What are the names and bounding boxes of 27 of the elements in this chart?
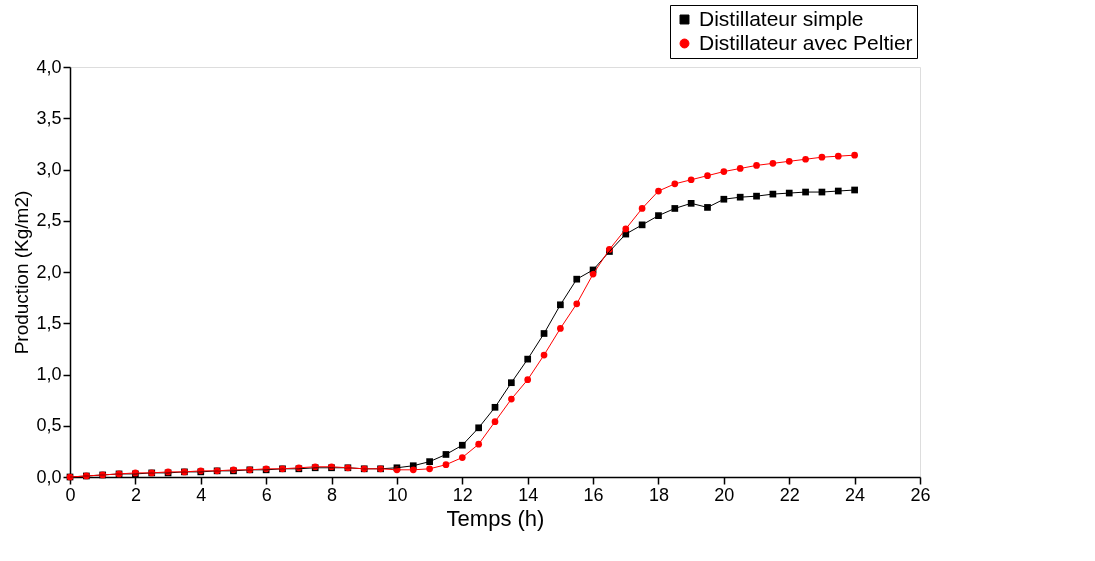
x-tick-label: 10 [387, 484, 408, 505]
x-tick-label: 6 [261, 484, 272, 505]
y-tick-label: 4,0 [36, 56, 62, 77]
x-tick-label: 26 [910, 484, 931, 505]
x-tick-label: 2 [130, 484, 141, 505]
y-axis-title: Production (Kg/m2) [11, 190, 33, 355]
y-tick-label: 3,5 [36, 107, 62, 128]
x-tick-label: 0 [65, 484, 76, 505]
x-tick-label: 8 [327, 484, 338, 505]
x-tick-label: 4 [196, 484, 207, 505]
y-tick-label: 0,0 [36, 466, 62, 487]
x-tick-label: 18 [648, 484, 669, 505]
x-axis-title: Temps (h) [446, 505, 545, 531]
y-tick-label: 2,5 [36, 210, 62, 231]
legend-label: Distillateur simple [699, 6, 864, 30]
x-tick-label: 16 [583, 484, 604, 505]
x-tick-label: 20 [714, 484, 735, 505]
y-tick-label: 2,0 [36, 261, 62, 282]
x-tick-label: 22 [779, 484, 800, 505]
legend-label: Distillateur avec Peltier [699, 30, 913, 54]
y-tick-label: 3,0 [36, 159, 62, 179]
y-tick-label: 1,0 [36, 364, 62, 384]
x-tick-label: 24 [845, 484, 866, 505]
x-tick-label: 12 [452, 484, 473, 505]
y-tick-label: 1,5 [36, 312, 62, 333]
x-tick-label: 14 [518, 484, 539, 505]
y-tick-label: 0,5 [36, 415, 62, 436]
